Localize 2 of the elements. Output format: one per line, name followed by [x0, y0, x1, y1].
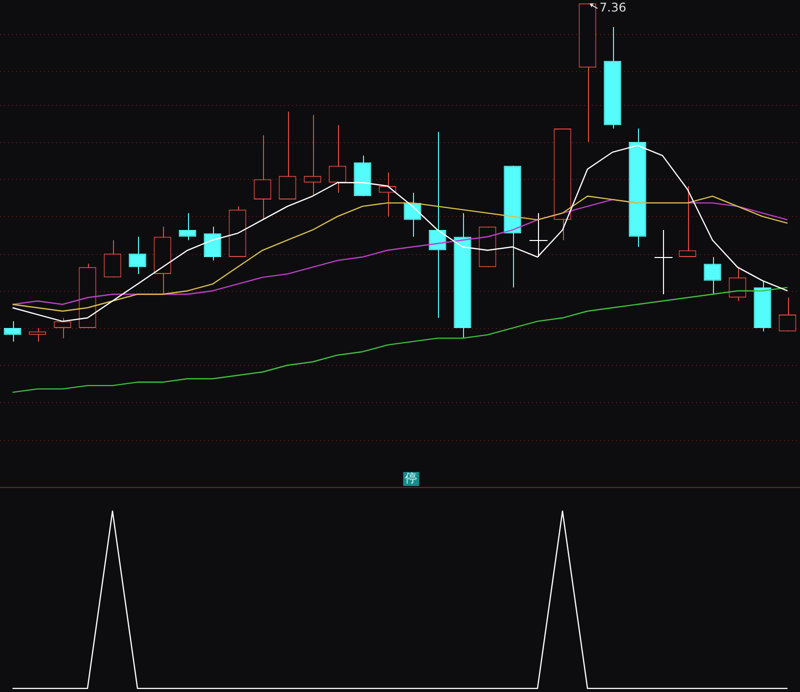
annotation: 7.36: [600, 0, 626, 15]
text: 停: [405, 471, 418, 486]
